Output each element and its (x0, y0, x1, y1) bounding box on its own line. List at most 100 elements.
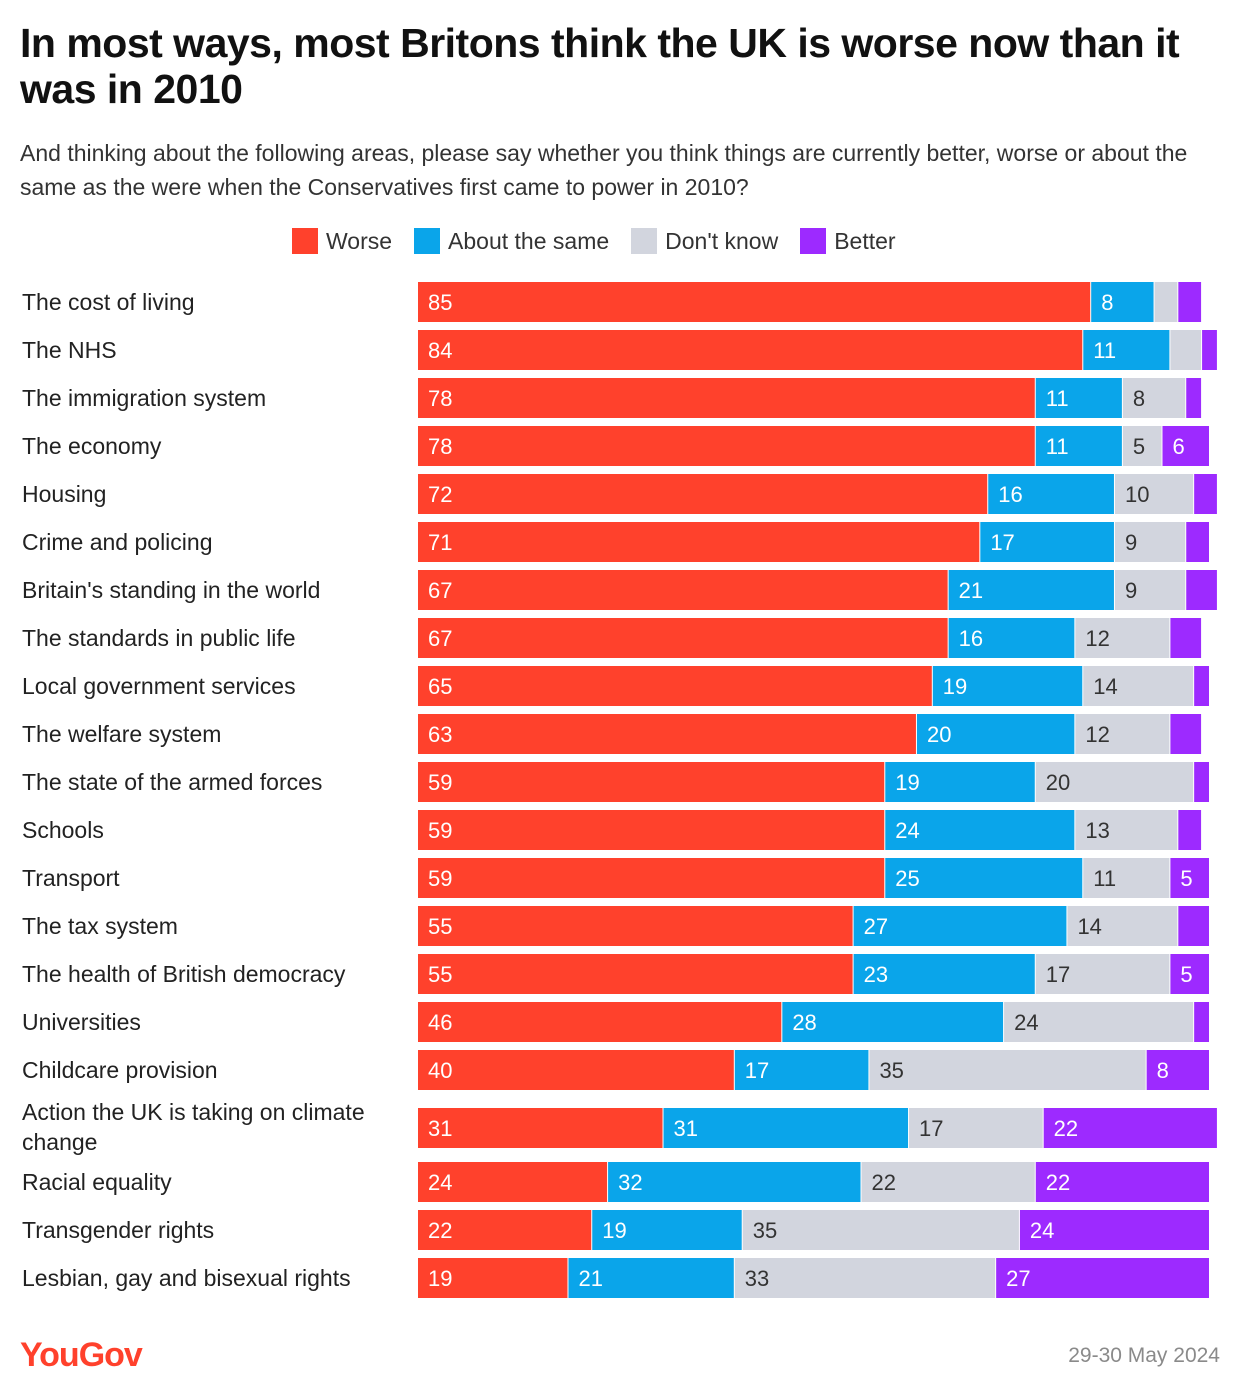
bar-segment-same (1035, 378, 1122, 418)
bar-segment-dontknow (734, 1258, 996, 1298)
bar-segment-same (663, 1108, 909, 1148)
bar-segment-same (932, 666, 1083, 706)
bar-segment-worse (418, 330, 1083, 370)
bar-segment-better (1035, 1162, 1209, 1202)
bar-segment-dontknow (1170, 330, 1202, 370)
bar-segment-dontknow (1122, 426, 1162, 466)
value-label-dontknow: 8 (1133, 386, 1145, 411)
category-label: Housing (22, 481, 106, 507)
value-label-dontknow: 14 (1077, 914, 1101, 939)
value-label-same: 8 (1101, 290, 1113, 315)
bar-segment-same (916, 714, 1075, 754)
value-label-worse: 63 (428, 722, 452, 747)
value-label-same: 16 (998, 482, 1022, 507)
value-label-dontknow: 5 (1133, 434, 1145, 459)
value-label-same: 16 (959, 626, 983, 651)
bar-segment-same (1083, 330, 1170, 370)
bar-segment-better (1194, 666, 1209, 706)
value-label-dontknow: 12 (1085, 626, 1109, 651)
bar-segment-dontknow (1067, 906, 1178, 946)
value-label-worse: 19 (428, 1266, 452, 1291)
bar-segment-better (1170, 618, 1202, 658)
category-label: Crime and policing (22, 529, 212, 555)
bar-segment-worse (418, 1002, 782, 1042)
value-label-worse: 65 (428, 674, 452, 699)
bar-segment-same (980, 522, 1114, 562)
value-label-better: 5 (1180, 962, 1192, 987)
value-label-worse: 67 (428, 626, 452, 651)
bar-segment-same (853, 954, 1035, 994)
bar-segment-better (1178, 906, 1209, 946)
value-label-same: 11 (1046, 434, 1069, 459)
value-label-worse: 59 (428, 818, 452, 843)
bar-segment-dontknow (1083, 858, 1170, 898)
bar-segment-worse (418, 762, 885, 802)
bar-segment-same (948, 570, 1114, 610)
bar-segment-better (1194, 1002, 1209, 1042)
bar-segment-same (948, 618, 1075, 658)
value-label-worse: 55 (428, 962, 452, 987)
bar-segment-dontknow (742, 1210, 1019, 1250)
survey-date: 29-30 May 2024 (1068, 1344, 1220, 1367)
bar-segment-dontknow (869, 1050, 1146, 1090)
value-label-same: 17 (745, 1058, 769, 1083)
value-label-better: 24 (1030, 1218, 1054, 1243)
legend-item-better: Better (800, 227, 896, 255)
legend-label-better: Better (834, 227, 896, 254)
category-label: The NHS (22, 337, 117, 363)
value-label-dontknow: 33 (745, 1266, 769, 1291)
bar-segment-dontknow (1035, 954, 1170, 994)
legend-swatch-better (800, 228, 827, 254)
value-label-same: 19 (895, 770, 919, 795)
value-label-worse: 55 (428, 914, 452, 939)
value-label-same: 11 (1093, 338, 1116, 363)
bar-segment-same (988, 474, 1114, 514)
value-label-dontknow: 12 (1085, 722, 1109, 747)
bar-segment-worse (418, 1210, 592, 1250)
bar-segment-dontknow (909, 1108, 1043, 1148)
bar-segment-same (1091, 282, 1154, 322)
bar-segment-dontknow (1004, 1002, 1194, 1042)
legend-label-same: About the same (448, 227, 610, 254)
bar-segment-dontknow (1114, 522, 1186, 562)
chart-title: In most ways, most Britons think the UK … (20, 20, 1180, 112)
bar-segment-better (1194, 474, 1217, 514)
bar-segment-better (1186, 570, 1217, 610)
category-label: Lesbian, gay and bisexual rights (22, 1265, 351, 1291)
value-label-same: 25 (895, 866, 919, 891)
bar-segment-better (1162, 426, 1209, 466)
value-label-better: 22 (1054, 1116, 1078, 1141)
value-label-dontknow: 20 (1046, 770, 1070, 795)
category-label: Local government services (22, 673, 296, 699)
bar-segment-worse (418, 378, 1035, 418)
yougov-logo: YouGov (20, 1336, 143, 1374)
chart-subtitle: And thinking about the following areas, … (20, 140, 1188, 200)
value-label-dontknow: 14 (1093, 674, 1117, 699)
bar-segment-same (1035, 426, 1122, 466)
value-label-worse: 59 (428, 770, 452, 795)
legend-swatch-dontknow (631, 228, 658, 254)
category-label: The state of the armed forces (22, 769, 322, 795)
value-label-same: 21 (959, 578, 983, 603)
value-label-dontknow: 17 (919, 1116, 943, 1141)
bar-segment-same (853, 906, 1067, 946)
bar-segment-better (1043, 1108, 1217, 1148)
value-label-worse: 84 (428, 338, 452, 363)
value-label-worse: 59 (428, 866, 452, 891)
bar-segment-dontknow (1154, 282, 1178, 322)
bar-segment-same (885, 858, 1083, 898)
bar-segment-worse (418, 1162, 608, 1202)
bar-segment-worse (418, 954, 853, 994)
bar-segment-same (568, 1258, 734, 1298)
value-label-worse: 78 (428, 386, 452, 411)
bar-segment-dontknow (1114, 570, 1186, 610)
value-label-same: 19 (602, 1218, 626, 1243)
value-label-worse: 40 (428, 1058, 452, 1083)
bar-segment-worse (418, 282, 1091, 322)
category-label: Schools (22, 817, 104, 843)
value-label-dontknow: 9 (1125, 530, 1137, 555)
bar-segment-better (996, 1258, 1209, 1298)
bar-segment-worse (418, 906, 853, 946)
value-label-dontknow: 17 (1046, 962, 1070, 987)
